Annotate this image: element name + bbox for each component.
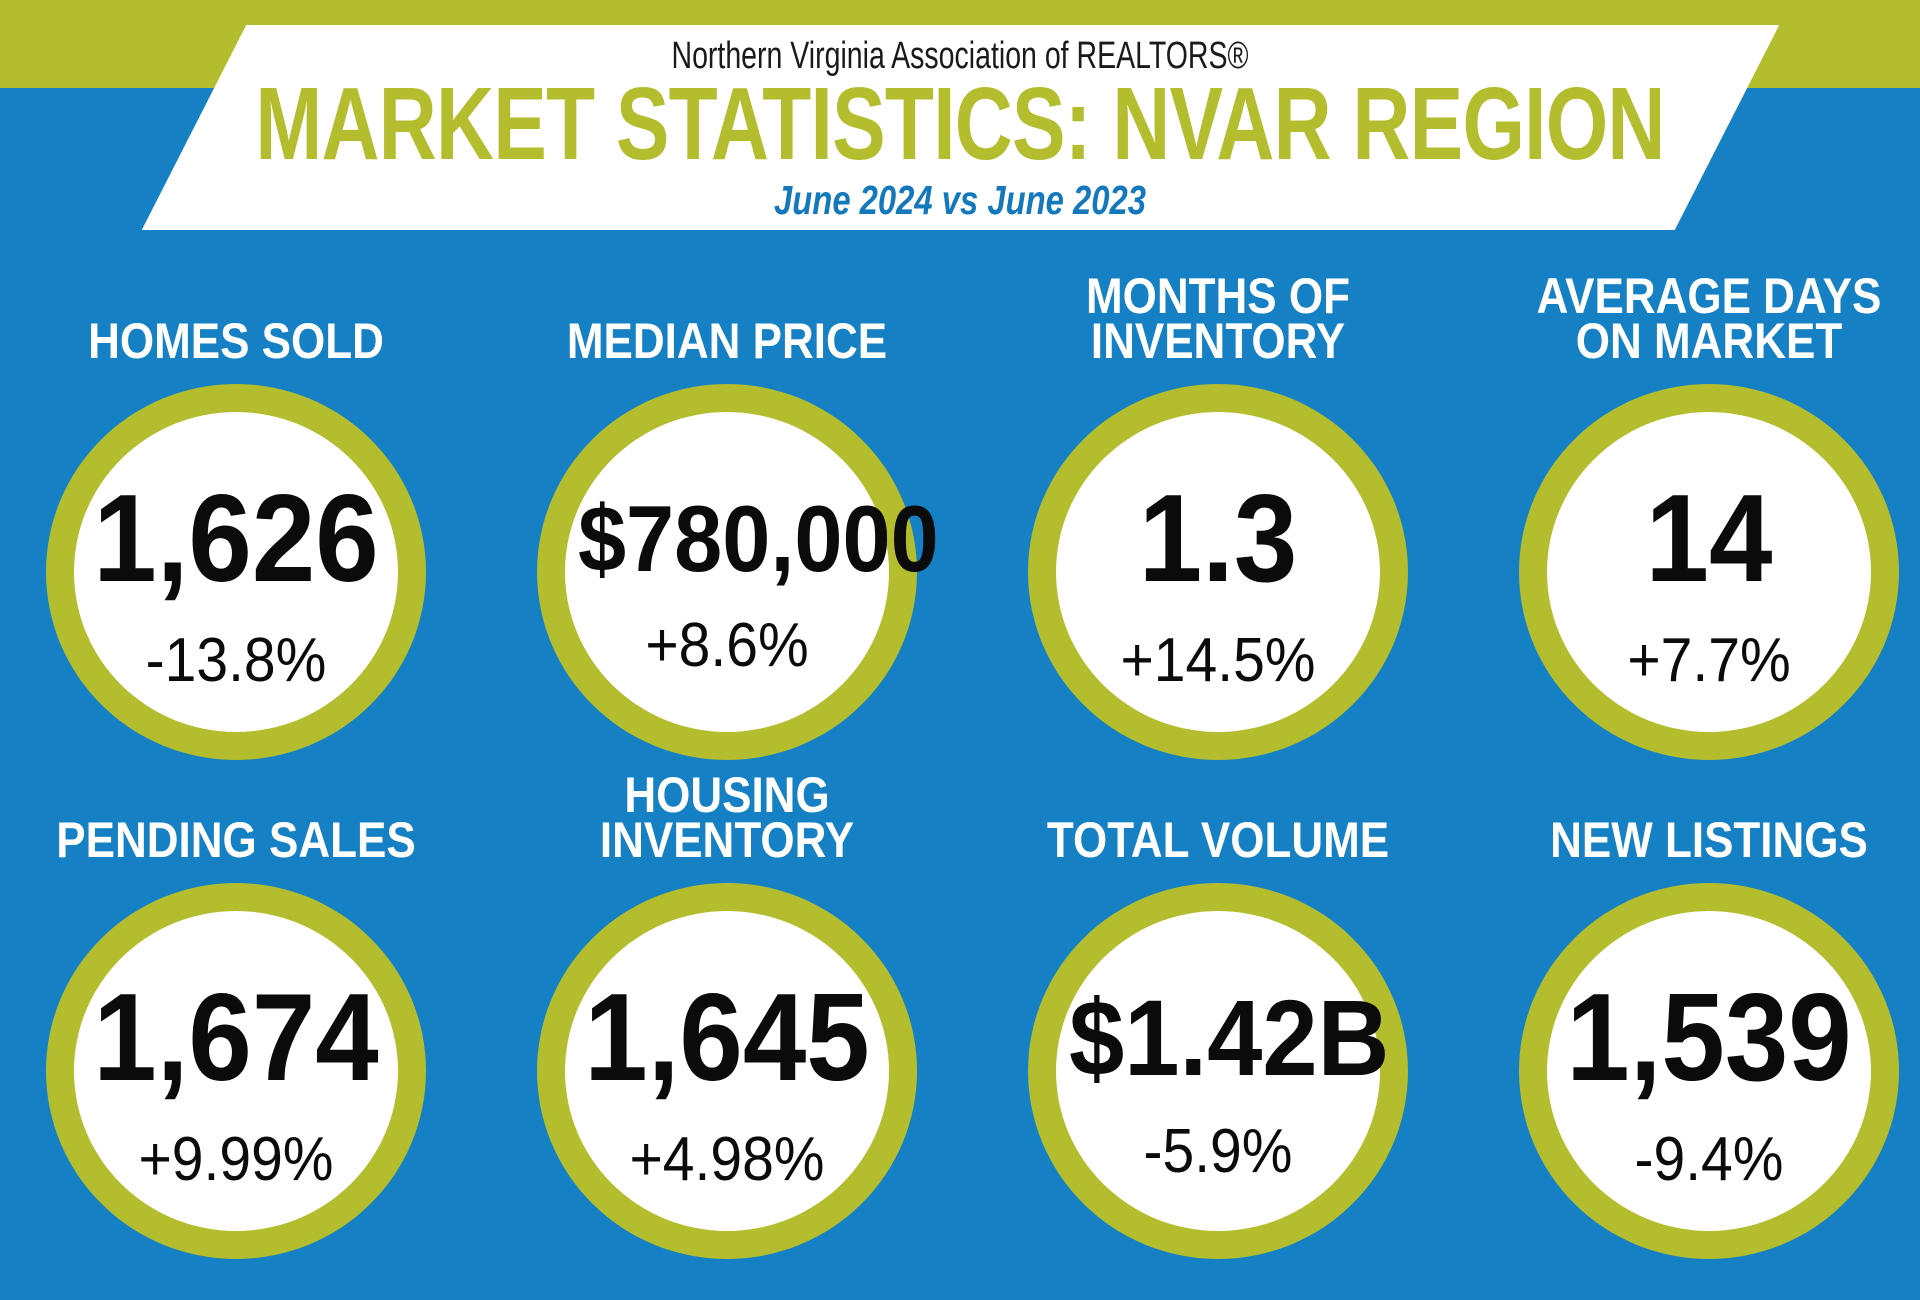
stat-circle: 1,645 +4.98% bbox=[537, 883, 917, 1259]
stat-value: 1.3 bbox=[1138, 469, 1298, 608]
stat-label: TOTAL VOLUME bbox=[1046, 812, 1390, 868]
stat-label: HOMES SOLD bbox=[88, 313, 384, 369]
stat-value: 1,626 bbox=[93, 469, 379, 608]
stat-label: MONTHS OF INVENTORY bbox=[1086, 268, 1350, 369]
stat-circle: 1.3 +14.5% bbox=[1028, 384, 1408, 760]
stat-circle: 1,626 -13.8% bbox=[46, 384, 426, 760]
stat-label: MEDIAN PRICE bbox=[566, 313, 888, 369]
stat-value: 1,645 bbox=[584, 968, 870, 1107]
stat-value: $780,000 bbox=[577, 485, 939, 591]
stat-change: +14.5% bbox=[1120, 625, 1316, 695]
stat-circle: 1,539 -9.4% bbox=[1519, 883, 1899, 1259]
stat-label: NEW LISTINGS bbox=[1550, 812, 1868, 868]
stat-change: +8.6% bbox=[645, 610, 809, 680]
comparison-period-subtitle: June 2024 vs June 2023 bbox=[774, 177, 1146, 223]
stat-change: +9.99% bbox=[138, 1124, 334, 1194]
stat-homes-sold: HOMES SOLD 1,626 -13.8% bbox=[1, 264, 471, 760]
stat-pending-sales: PENDING SALES 1,674 +9.99% bbox=[1, 763, 471, 1259]
stat-circle: $780,000 +8.6% bbox=[537, 384, 939, 760]
stat-circle: 14 +7.7% bbox=[1519, 384, 1899, 760]
stat-change: -9.4% bbox=[1634, 1124, 1784, 1194]
stat-months-of-inventory: MONTHS OF INVENTORY 1.3 +14.5% bbox=[983, 264, 1453, 760]
stat-change: -13.8% bbox=[145, 625, 327, 695]
stat-circle: 1,674 +9.99% bbox=[46, 883, 426, 1259]
stat-value: 1,539 bbox=[1566, 968, 1852, 1107]
stat-median-price: MEDIAN PRICE $780,000 +8.6% bbox=[492, 264, 962, 760]
stat-value: $1.42B bbox=[1068, 976, 1390, 1098]
header: Northern Virginia Association of REALTOR… bbox=[0, 0, 1920, 230]
stat-label: AVERAGE DAYS ON MARKET bbox=[1536, 268, 1882, 369]
stat-housing-inventory: HOUSING INVENTORY 1,645 +4.98% bbox=[492, 763, 962, 1259]
stat-value: 14 bbox=[1645, 469, 1773, 608]
stat-change: -5.9% bbox=[1143, 1116, 1293, 1186]
stat-value: 1,674 bbox=[93, 968, 379, 1107]
stat-label: PENDING SALES bbox=[56, 812, 416, 868]
page-title: MARKET STATISTICS: NVAR REGION bbox=[255, 66, 1665, 181]
stat-average-days-on-market: AVERAGE DAYS ON MARKET 14 +7.7% bbox=[1474, 264, 1920, 760]
organization-name: Northern Virginia Association of REALTOR… bbox=[671, 35, 1249, 77]
stat-change: +7.7% bbox=[1627, 625, 1791, 695]
stat-label: HOUSING INVENTORY bbox=[599, 767, 855, 868]
stat-new-listings: NEW LISTINGS 1,539 -9.4% bbox=[1474, 763, 1920, 1259]
stat-change: +4.98% bbox=[629, 1124, 825, 1194]
stat-total-volume: TOTAL VOLUME $1.42B -5.9% bbox=[983, 763, 1453, 1259]
stat-circle: $1.42B -5.9% bbox=[1028, 883, 1408, 1259]
